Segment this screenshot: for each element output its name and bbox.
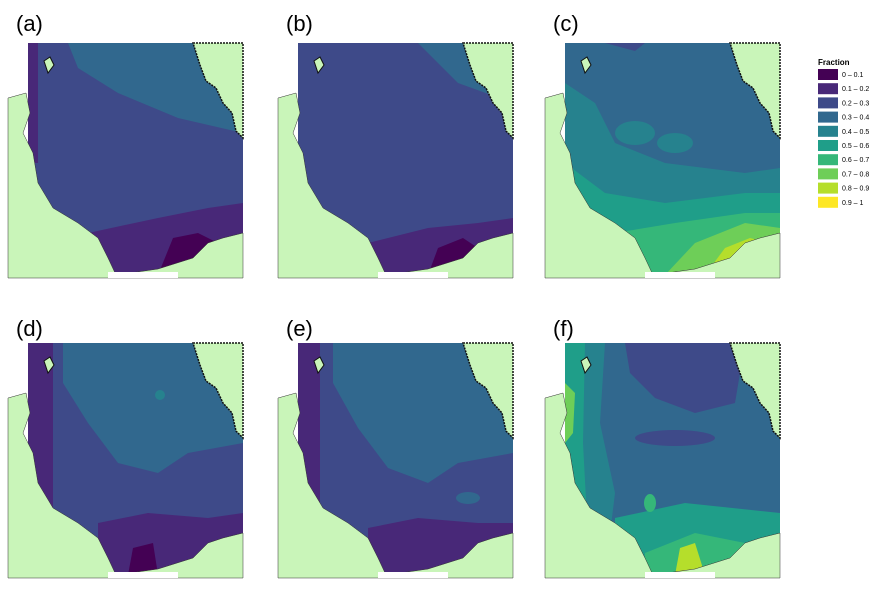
legend-label: 0.5 – 0.6 xyxy=(842,143,869,150)
legend-swatch xyxy=(818,168,838,180)
map-panel xyxy=(544,342,781,579)
legend-label: 0.6 – 0.7 xyxy=(842,157,869,164)
map-panel xyxy=(7,42,244,279)
legend-swatch xyxy=(818,196,838,208)
legend-swatch xyxy=(818,83,838,95)
legend-swatch xyxy=(818,97,838,109)
legend-label: 0.1 – 0.2 xyxy=(842,86,869,93)
map-panel xyxy=(277,342,514,579)
legend-swatch xyxy=(818,182,838,194)
panel-label: (e) xyxy=(286,316,313,341)
legend-label: 0.8 – 0.9 xyxy=(842,186,869,193)
map-panel xyxy=(7,342,244,579)
legend: 0 – 0.1 0.1 – 0.2 0.2 – 0.3 0.3 – 0.4 0.4 – … xyxy=(818,69,869,208)
map-panel xyxy=(277,42,514,279)
panel-label: (f) xyxy=(553,316,574,341)
legend-swatch xyxy=(818,125,838,137)
legend-swatch xyxy=(818,69,838,80)
legend-label: 0.9 – 1 xyxy=(842,200,864,207)
panel-label: (c) xyxy=(553,11,579,36)
legend-label: 0.4 – 0.5 xyxy=(842,129,869,136)
legend-title: Fraction xyxy=(818,58,850,67)
legend-label: 0.3 – 0.4 xyxy=(842,115,869,122)
legend-swatch xyxy=(818,154,838,166)
panel-label: (d) xyxy=(16,316,43,341)
panel-label: (b) xyxy=(286,11,313,36)
legend-label: 0 – 0.1 xyxy=(842,72,864,79)
panel-label: (a) xyxy=(16,11,43,36)
legend-label: 0.2 – 0.3 xyxy=(842,100,869,107)
legend-swatch xyxy=(818,140,838,151)
legend-label: 0.7 – 0.8 xyxy=(842,171,869,178)
legend-swatch xyxy=(818,111,838,123)
map-panel xyxy=(544,42,781,279)
